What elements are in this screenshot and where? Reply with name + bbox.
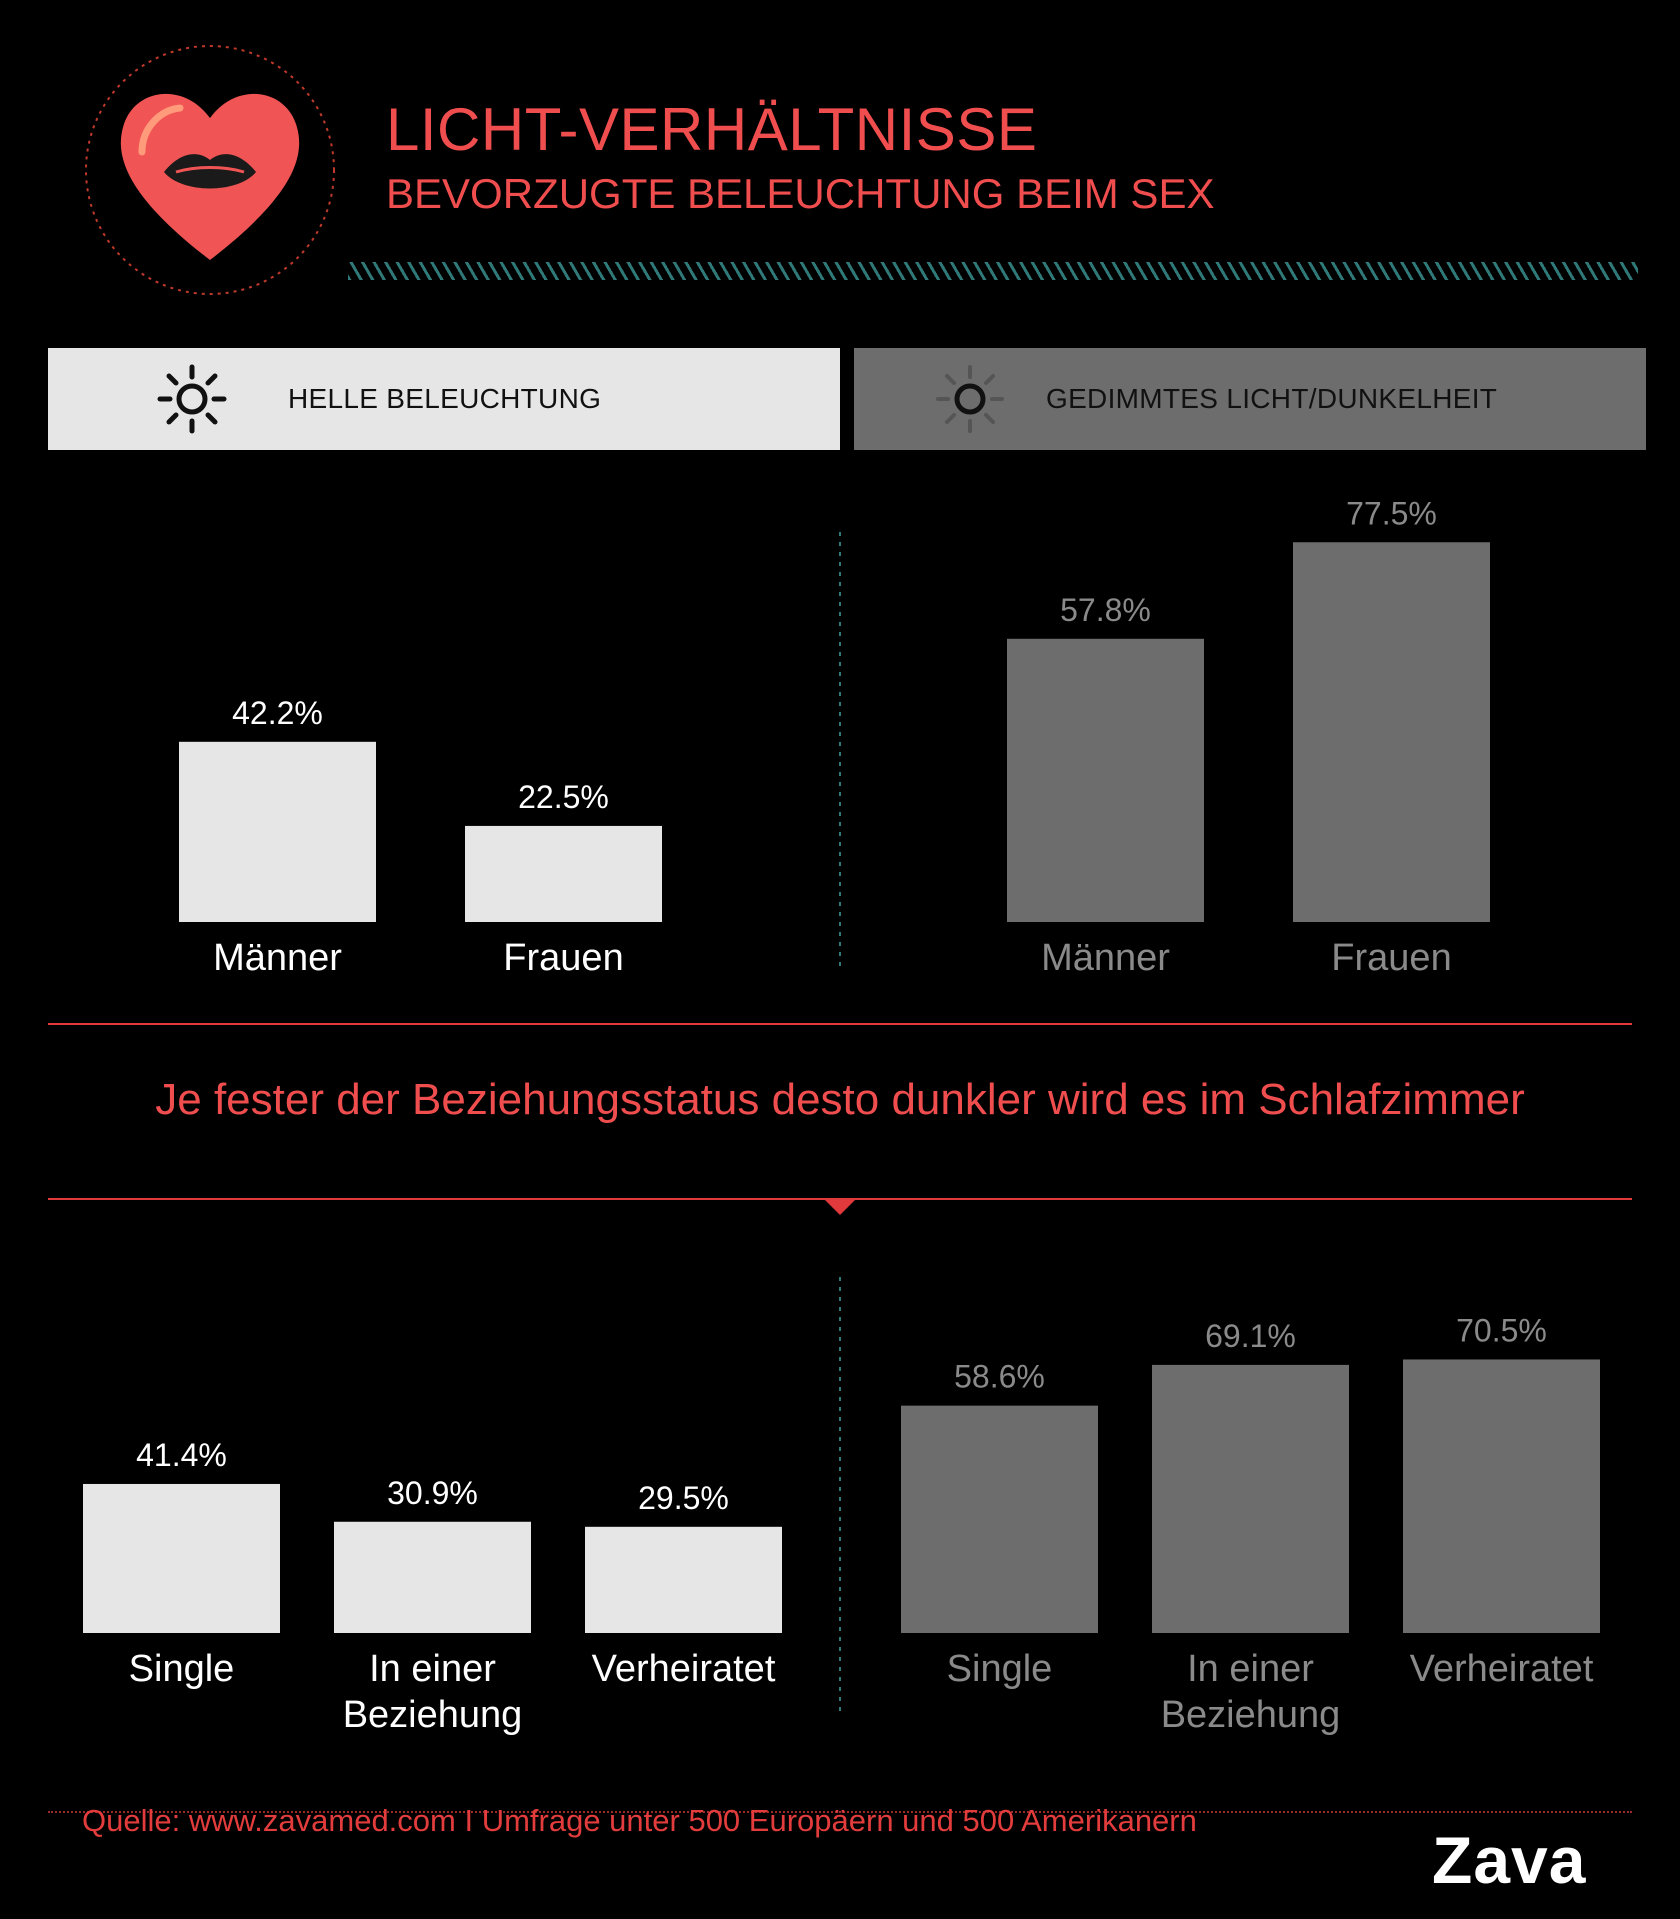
status-light-value-label: 29.5% (638, 1480, 729, 1516)
status-dark-category-label: Beziehung (1161, 1694, 1341, 1736)
pointer-triangle (824, 1199, 856, 1215)
bright-light-header: HELLE BELEUCHTUNG (48, 348, 840, 450)
sun-icon (157, 364, 227, 434)
gender-dark-category-label: Männer (1041, 937, 1170, 979)
footer-divider (48, 1811, 1632, 1813)
gender-dark-category-label: Frauen (1331, 937, 1451, 979)
status-dark-category-label: Verheiratet (1410, 1648, 1594, 1690)
gender-dark-value-label: 77.5% (1346, 495, 1437, 531)
dim-light-header: GEDIMMTES LICHT/DUNKELHEIT (854, 348, 1646, 450)
status-dark-bar (1403, 1359, 1600, 1633)
page-title: LICHT-VERHÄLTNISSE (386, 96, 1038, 163)
status-light-category-label: In einer (369, 1648, 496, 1690)
gender-dark-bar (1007, 638, 1204, 922)
dim-sun-icon (936, 365, 1004, 433)
dim-light-label: GEDIMMTES LICHT/DUNKELHEIT (1046, 383, 1498, 414)
status-dark-bar (901, 1405, 1098, 1633)
bright-light-label: HELLE BELEUCHTUNG (288, 383, 602, 414)
status-dark-value-label: 70.5% (1456, 1312, 1547, 1348)
gender-light-category-label: Frauen (503, 937, 623, 979)
status-dark-value-label: 58.6% (954, 1359, 1045, 1395)
status-dark-category-label: In einer (1187, 1648, 1314, 1690)
gender-light-value-label: 42.2% (232, 695, 323, 731)
brand-logo: Zava (1432, 1823, 1587, 1897)
gender-dark-bar (1293, 542, 1490, 922)
status-light-bar (585, 1526, 782, 1633)
status-dark-value-label: 69.1% (1205, 1318, 1296, 1354)
status-dark-bar (1152, 1364, 1349, 1633)
gender-light-bar (465, 825, 662, 922)
status-light-value-label: 41.4% (136, 1437, 227, 1473)
heart-logo (85, 45, 335, 295)
page-subtitle: BEVORZUGTE BELEUCHTUNG BEIM SEX (386, 170, 1215, 217)
hatch-divider (348, 262, 1638, 280)
gender-light-value-label: 22.5% (518, 779, 609, 815)
section-divider-top (48, 1023, 1632, 1025)
status-light-value-label: 30.9% (387, 1475, 478, 1511)
headline: Je fester der Beziehungsstatus desto dun… (155, 1075, 1525, 1124)
status-light-category-label: Verheiratet (592, 1648, 776, 1690)
source-text: Quelle: www.zavamed.com I Umfrage unter … (82, 1803, 1197, 1838)
gender-dark-value-label: 57.8% (1060, 592, 1151, 628)
status-light-category-label: Single (129, 1648, 235, 1690)
status-light-category-label: Beziehung (343, 1694, 523, 1736)
status-dark-category-label: Single (947, 1648, 1053, 1690)
gender-light-category-label: Männer (213, 937, 342, 979)
status-light-bar (334, 1521, 531, 1633)
gender-light-bar (179, 741, 376, 922)
status-light-bar (83, 1483, 280, 1633)
lips-icon (164, 154, 256, 189)
